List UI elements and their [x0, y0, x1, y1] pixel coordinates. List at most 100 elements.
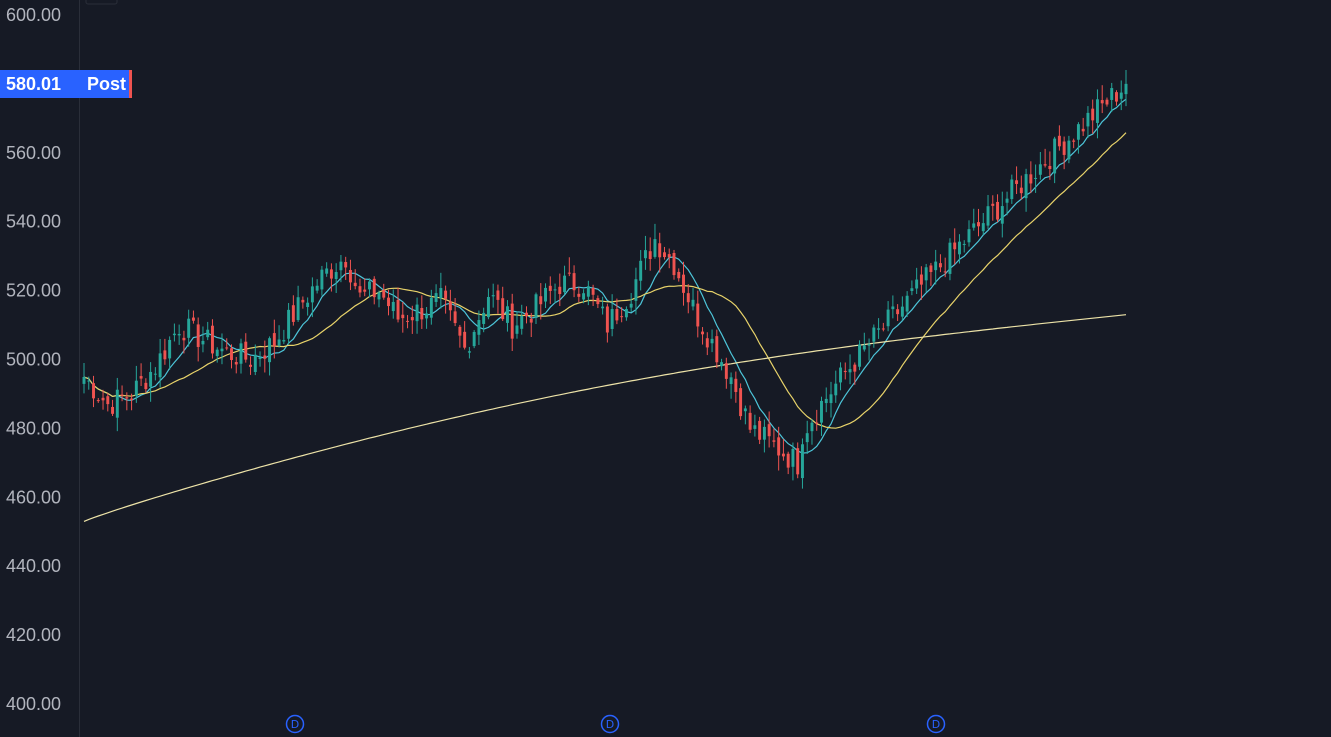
candle-body[interactable] — [938, 263, 942, 268]
candle-body[interactable] — [677, 271, 681, 279]
candle-body[interactable] — [805, 433, 809, 443]
candle-body[interactable] — [796, 448, 800, 475]
candle-body[interactable] — [529, 318, 533, 323]
candle-body[interactable] — [748, 412, 752, 430]
candle-body[interactable] — [353, 282, 357, 287]
candle-body[interactable] — [715, 336, 719, 363]
candle-body[interactable] — [249, 364, 252, 367]
candle-body[interactable] — [639, 260, 643, 281]
candle-body[interactable] — [848, 369, 852, 373]
candle-body[interactable] — [239, 343, 243, 364]
candle-body[interactable] — [653, 239, 657, 257]
candle-body[interactable] — [1024, 174, 1028, 199]
candles[interactable] — [82, 70, 1128, 489]
candle-body[interactable] — [206, 329, 210, 338]
candle-body[interactable] — [410, 317, 414, 321]
candle-body[interactable] — [263, 355, 267, 359]
candle-body[interactable] — [301, 299, 305, 303]
candle-body[interactable] — [777, 437, 781, 456]
candle-body[interactable] — [734, 378, 738, 392]
candle-body[interactable] — [643, 250, 647, 259]
candle-body[interactable] — [610, 309, 614, 329]
candle-body[interactable] — [1072, 140, 1076, 142]
candle-body[interactable] — [444, 290, 448, 299]
candle-body[interactable] — [729, 377, 733, 385]
candle-body[interactable] — [667, 254, 671, 258]
candle-body[interactable] — [215, 349, 219, 357]
candle-body[interactable] — [758, 420, 762, 440]
candle-body[interactable] — [92, 383, 95, 399]
candle-body[interactable] — [177, 333, 181, 336]
candle-body[interactable] — [634, 279, 638, 301]
candle-body[interactable] — [491, 295, 495, 297]
candle-body[interactable] — [1015, 180, 1019, 184]
candle-body[interactable] — [620, 316, 624, 318]
candle-body[interactable] — [463, 331, 467, 348]
candle-body[interactable] — [1105, 99, 1109, 105]
candle-body[interactable] — [158, 353, 162, 378]
candle-body[interactable] — [958, 241, 961, 255]
candle-body[interactable] — [111, 406, 115, 414]
candle-body[interactable] — [453, 311, 457, 324]
candle-body[interactable] — [1081, 128, 1085, 132]
candle-body[interactable] — [1095, 99, 1099, 123]
candle-body[interactable] — [786, 453, 790, 468]
candle-body[interactable] — [382, 289, 386, 298]
candle-body[interactable] — [810, 422, 814, 432]
candle-body[interactable] — [291, 305, 295, 322]
candle-body[interactable] — [482, 312, 486, 324]
candle-body[interactable] — [572, 273, 576, 291]
candle-body[interactable] — [172, 333, 176, 336]
candle-body[interactable] — [196, 324, 200, 347]
candle-body[interactable] — [910, 288, 914, 291]
candle-body[interactable] — [1067, 140, 1071, 160]
candle-body[interactable] — [434, 293, 438, 302]
candle-body[interactable] — [877, 328, 881, 330]
candle-body[interactable] — [230, 348, 233, 361]
candle-body[interactable] — [168, 339, 172, 359]
candle-body[interactable] — [686, 293, 690, 303]
candle-body[interactable] — [1115, 92, 1118, 102]
candle-body[interactable] — [996, 201, 1000, 220]
candle-body[interactable] — [924, 267, 928, 281]
candle-body[interactable] — [815, 422, 819, 424]
candle-body[interactable] — [505, 306, 509, 323]
candle-body[interactable] — [544, 287, 547, 302]
candle-body[interactable] — [672, 253, 676, 276]
candle-body[interactable] — [534, 294, 538, 318]
candle-body[interactable] — [705, 338, 709, 348]
candle-body[interactable] — [163, 350, 167, 360]
candle-body[interactable] — [943, 271, 947, 273]
candle-body[interactable] — [225, 347, 229, 349]
candle-body[interactable] — [934, 261, 938, 271]
candle-body[interactable] — [1091, 108, 1095, 121]
candle-body[interactable] — [967, 229, 971, 243]
candle-body[interactable] — [915, 279, 919, 289]
candle-body[interactable] — [682, 274, 685, 293]
candle-body[interactable] — [125, 397, 129, 399]
candle-body[interactable] — [363, 289, 367, 292]
candle-body[interactable] — [510, 303, 514, 339]
candle-body[interactable] — [272, 333, 276, 347]
candle-body[interactable] — [582, 293, 586, 300]
candle-body[interactable] — [1029, 174, 1033, 184]
candle-body[interactable] — [629, 303, 633, 308]
candle-body[interactable] — [567, 272, 571, 274]
candle-body[interactable] — [320, 269, 324, 290]
candle-body[interactable] — [1124, 83, 1128, 95]
candle-body[interactable] — [244, 341, 248, 360]
candle-body[interactable] — [1100, 100, 1104, 104]
candle-body[interactable] — [277, 339, 281, 346]
candle-body[interactable] — [1086, 112, 1090, 127]
candle-body[interactable] — [867, 344, 871, 346]
candle-body[interactable] — [96, 400, 100, 402]
candle-body[interactable] — [429, 297, 433, 318]
candle-body[interactable] — [144, 382, 148, 390]
candle-body[interactable] — [1110, 88, 1114, 100]
candle-body[interactable] — [253, 354, 257, 372]
candle-body[interactable] — [368, 281, 371, 290]
candle-body[interactable] — [287, 309, 291, 339]
candle-body[interactable] — [191, 317, 195, 321]
candle-body[interactable] — [824, 398, 828, 404]
